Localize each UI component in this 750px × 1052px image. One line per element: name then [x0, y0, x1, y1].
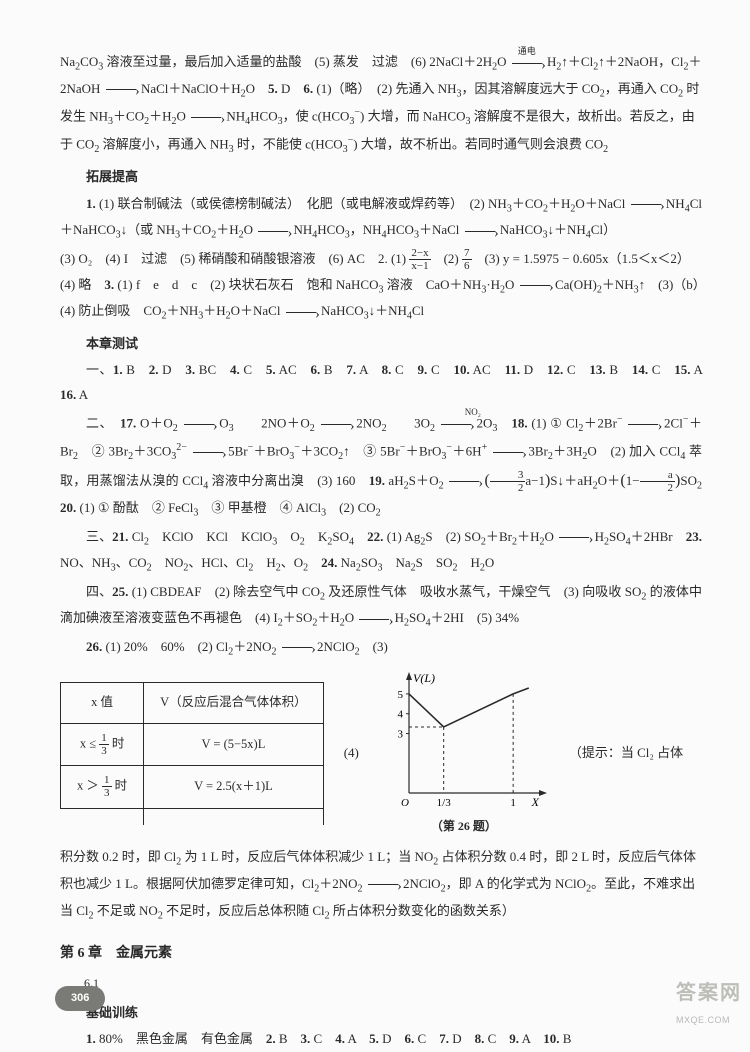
heading-benzhang: 本章测试 [60, 332, 702, 357]
chart-container: 5 4 3 1/3 1 V(L) X O （第 26 题） [379, 670, 549, 838]
chart-caption: （第 26 题） [379, 815, 549, 838]
svg-text:5: 5 [397, 688, 403, 700]
text-block-7: 四、25. (1) CBDEAF (2) 除去空气中 CO2 及还原性气体 吸收… [60, 580, 702, 633]
figure-block: x 值V（反应后混合气体体积） x ≤ 13 时 V = (5−5x)L x ＞… [60, 670, 702, 838]
text-block-5: 二、 17. O＋O2 O3 2NO＋O2 2NO2 3O2 NO₂ 2O3 1… [60, 410, 702, 523]
svg-text:O: O [401, 797, 409, 809]
watermark: 答案网 MXQE.COM [676, 974, 742, 1029]
svg-text:1/3: 1/3 [437, 797, 452, 809]
svg-text:X: X [531, 795, 540, 809]
heading-tuozhan: 拓展提高 [60, 165, 702, 190]
answers-row-2: 1. 80% 黑色金属 有色金属 2. B 3. C 4. A 5. D 6. … [60, 1027, 702, 1052]
text-block-3: (3) O₂ (4) I 过滤 (5) 稀硝酸和硝酸银溶液 (6) AC 2. … [60, 247, 702, 326]
svg-text:V(L): V(L) [413, 671, 435, 685]
svg-text:4: 4 [397, 708, 403, 720]
text-block-6: 三、21. Cl2 KClO KCl KClO3 O2 K2SO4 22. (1… [60, 525, 702, 578]
heading-jichu: 基础训练 [60, 1001, 702, 1026]
text-block-2: 1. (1) 联合制碱法（或侯德榜制碱法） 化肥（或电解液或焊药等） (2) N… [60, 192, 702, 245]
svg-text:1: 1 [510, 797, 516, 809]
text-block-1: Na2CO3 溶液至过量，最后加入适量的盐酸 (5) 蒸发 过滤 (6) 2Na… [60, 50, 702, 159]
data-table: x 值V（反应后混合气体体积） x ≤ 13 时 V = (5−5x)L x ＞… [60, 682, 324, 824]
section-6-title: 第 6 章 金属元素 [60, 941, 702, 968]
svg-text:3: 3 [397, 728, 403, 740]
figure-mid-label: (4) [344, 741, 359, 766]
answers-row-1: 一、1. B 2. D 3. BC 4. C 5. AC 6. B 7. A 8… [60, 358, 702, 407]
text-block-8: 26. (1) 20% 60% (2) Cl2＋2NO2 2NClO2 (3) [60, 635, 702, 662]
page-number-badge: 306 [55, 986, 105, 1011]
text-block-9: 积分数 0.2 时，即 Cl2 为 1 L 时，反应后气体体积减少 1 L；当 … [60, 845, 702, 925]
chart-svg: 5 4 3 1/3 1 V(L) X O [379, 670, 549, 815]
figure-right-text: （提示：当 Cl₂ 占体 [569, 741, 702, 766]
subsection-61: 6.1 [60, 972, 702, 995]
